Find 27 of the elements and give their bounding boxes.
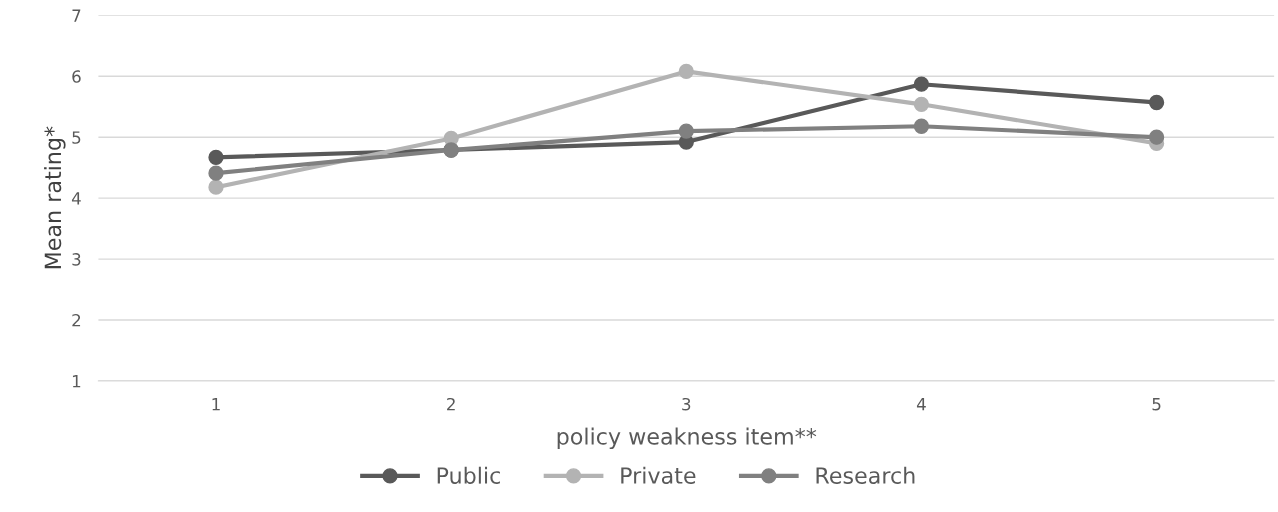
x-tick-label: 2 bbox=[447, 397, 455, 411]
y-tick-label: 1 bbox=[72, 375, 81, 388]
point bbox=[1148, 94, 1165, 111]
x-tick-label: 4 bbox=[916, 398, 926, 411]
point bbox=[1148, 129, 1165, 145]
y-tick-label: 3 bbox=[72, 253, 81, 266]
y-tick-label: 7 bbox=[72, 9, 81, 22]
legend-label: Public bbox=[437, 466, 500, 484]
x-tick-label: 5 bbox=[1152, 398, 1161, 411]
legend-label: Private bbox=[621, 466, 696, 484]
point bbox=[913, 96, 930, 112]
point bbox=[208, 149, 224, 165]
point bbox=[913, 118, 930, 134]
y-tick-label: 6 bbox=[72, 70, 81, 83]
point bbox=[678, 123, 694, 139]
point bbox=[208, 179, 224, 195]
x-tick-label: 1 bbox=[212, 398, 220, 411]
y-tick-label: 4 bbox=[71, 192, 81, 205]
point bbox=[208, 165, 224, 181]
y-tick-label: 5 bbox=[72, 131, 81, 144]
y-axis-title: Mean rating* bbox=[44, 126, 66, 269]
point bbox=[913, 76, 930, 92]
x-axis-title: policy weakness item** bbox=[557, 427, 817, 450]
y-tick-label: 2 bbox=[72, 313, 81, 327]
point bbox=[678, 63, 694, 80]
legend-label: Research bbox=[816, 466, 915, 484]
x-tick-label: 3 bbox=[682, 397, 691, 411]
